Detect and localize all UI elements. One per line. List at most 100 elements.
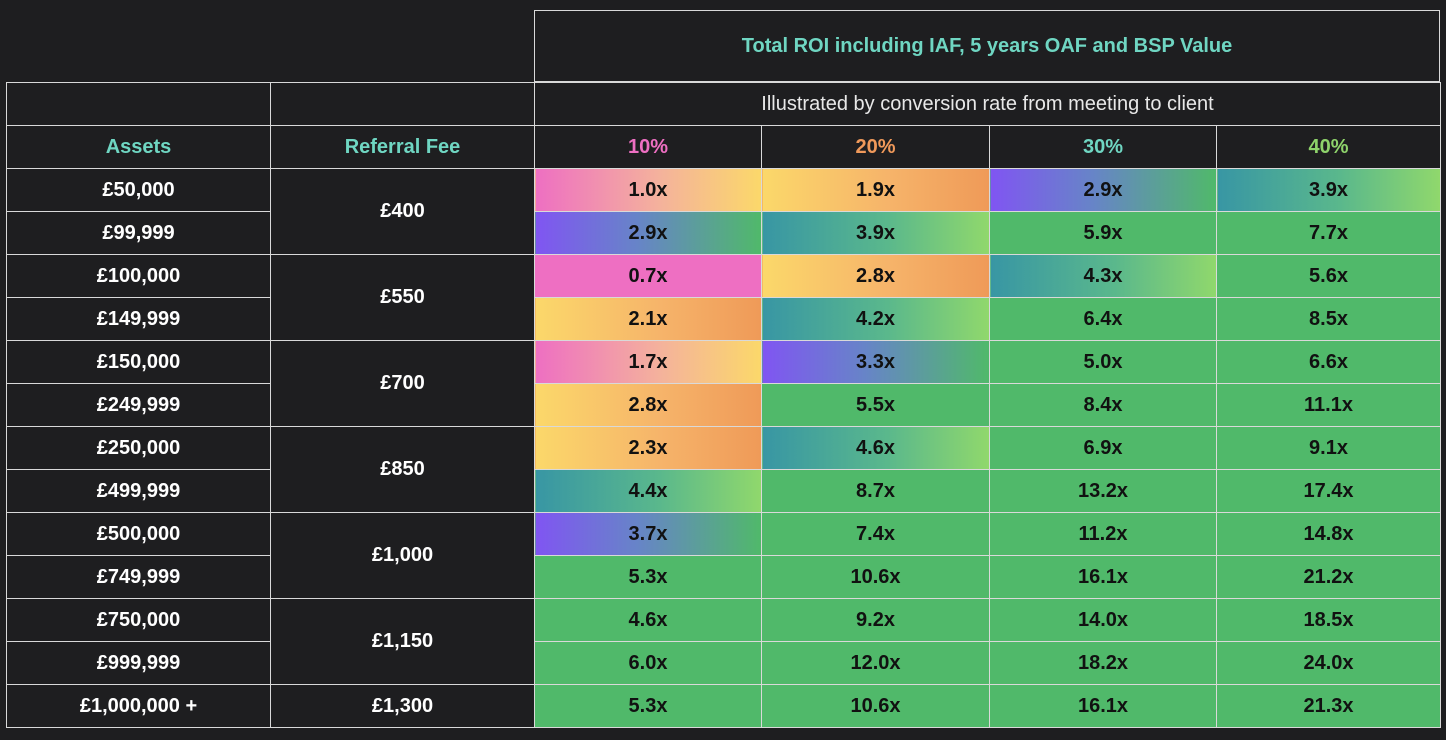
roi-value-cell: 3.7x (534, 512, 762, 556)
referral-fee-cell: £850 (270, 426, 535, 513)
table-row: £999,999 6.0x 12.0x 18.2x 24.0x (6, 641, 1441, 685)
roi-value-cell: 9.2x (761, 598, 990, 642)
roi-value-cell: 5.3x (534, 684, 762, 728)
asset-cell: £499,999 (6, 469, 271, 513)
referral-fee-cell: £400 (270, 168, 535, 255)
roi-value-cell: 5.3x (534, 555, 762, 599)
table-row: £249,999 2.8x 5.5x 8.4x 11.1x (6, 383, 1441, 427)
roi-value-cell: 18.5x (1216, 598, 1441, 642)
roi-value-cell: 4.4x (534, 469, 762, 513)
table-body: £50,000 £400 1.0x 1.9x 2.9x 3.9x £99,999 2.9x 3.… (6, 168, 1441, 728)
roi-value-cell: 4.6x (761, 426, 990, 470)
roi-value-cell: 6.9x (989, 426, 1217, 470)
roi-value-cell: 7.7x (1216, 211, 1441, 255)
roi-value-cell: 7.4x (761, 512, 990, 556)
roi-value-cell: 14.0x (989, 598, 1217, 642)
roi-value-cell: 24.0x (1216, 641, 1441, 685)
roi-value-cell: 12.0x (761, 641, 990, 685)
asset-cell: £249,999 (6, 383, 271, 427)
blank-cell (6, 82, 271, 126)
table-row: £499,999 4.4x 8.7x 13.2x 17.4x (6, 469, 1441, 513)
roi-value-cell: 0.7x (534, 254, 762, 298)
referral-fee-cell: £1,000 (270, 512, 535, 599)
roi-value-cell: 5.6x (1216, 254, 1441, 298)
asset-cell: £1,000,000 + (6, 684, 271, 728)
title-row: Total ROI including IAF, 5 years OAF and… (6, 10, 1440, 82)
table-row: £149,999 2.1x 4.2x 6.4x 8.5x (6, 297, 1441, 341)
referral-fee-cell: £550 (270, 254, 535, 341)
roi-value-cell: 11.2x (989, 512, 1217, 556)
roi-value-cell: 1.9x (761, 168, 990, 212)
roi-value-cell: 16.1x (989, 684, 1217, 728)
roi-value-cell: 8.7x (761, 469, 990, 513)
roi-table: Illustrated by conversion rate from meet… (6, 82, 1441, 728)
roi-value-cell: 13.2x (989, 469, 1217, 513)
rate-header-30: 30% (989, 125, 1217, 169)
table-subtitle: Illustrated by conversion rate from meet… (534, 82, 1441, 126)
roi-value-cell: 3.9x (761, 211, 990, 255)
referral-fee-header: Referral Fee (270, 125, 535, 169)
roi-value-cell: 5.0x (989, 340, 1217, 384)
asset-cell: £100,000 (6, 254, 271, 298)
referral-fee-cell: £1,300 (270, 684, 535, 728)
asset-cell: £99,999 (6, 211, 271, 255)
roi-value-cell: 21.2x (1216, 555, 1441, 599)
table-title: Total ROI including IAF, 5 years OAF and… (534, 10, 1440, 82)
roi-value-cell: 3.3x (761, 340, 990, 384)
table-row: £250,000 £850 2.3x 4.6x 6.9x 9.1x (6, 426, 1441, 513)
rate-header-20: 20% (761, 125, 990, 169)
roi-value-cell: 21.3x (1216, 684, 1441, 728)
roi-value-cell: 5.9x (989, 211, 1217, 255)
table-row: £50,000 £400 1.0x 1.9x 2.9x 3.9x (6, 168, 1441, 255)
roi-table-container: Total ROI including IAF, 5 years OAF and… (6, 10, 1441, 728)
rate-header-40: 40% (1216, 125, 1441, 169)
asset-cell: £250,000 (6, 426, 271, 470)
roi-value-cell: 3.9x (1216, 168, 1441, 212)
asset-cell: £50,000 (6, 168, 271, 212)
roi-value-cell: 1.7x (534, 340, 762, 384)
roi-value-cell: 4.2x (761, 297, 990, 341)
table-row: £99,999 2.9x 3.9x 5.9x 7.7x (6, 211, 1441, 255)
header-row: Assets Referral Fee 10% 20% 30% 40% (6, 125, 1441, 169)
table-row: £150,000 £700 1.7x 3.3x 5.0x 6.6x (6, 340, 1441, 427)
referral-fee-cell: £1,150 (270, 598, 535, 685)
asset-cell: £500,000 (6, 512, 271, 556)
roi-value-cell: 4.3x (989, 254, 1217, 298)
roi-value-cell: 11.1x (1216, 383, 1441, 427)
roi-value-cell: 14.8x (1216, 512, 1441, 556)
roi-value-cell: 5.5x (761, 383, 990, 427)
assets-header: Assets (6, 125, 271, 169)
roi-value-cell: 1.0x (534, 168, 762, 212)
roi-value-cell: 6.4x (989, 297, 1217, 341)
roi-value-cell: 2.8x (534, 383, 762, 427)
roi-value-cell: 16.1x (989, 555, 1217, 599)
roi-value-cell: 10.6x (761, 555, 990, 599)
roi-value-cell: 2.9x (989, 168, 1217, 212)
table-row: £750,000 £1,150 4.6x 9.2x 14.0x 18.5x (6, 598, 1441, 685)
rate-header-10: 10% (534, 125, 762, 169)
table-row: £500,000 £1,000 3.7x 7.4x 11.2x 14.8x (6, 512, 1441, 599)
roi-value-cell: 6.6x (1216, 340, 1441, 384)
roi-value-cell: 9.1x (1216, 426, 1441, 470)
asset-cell: £749,999 (6, 555, 271, 599)
referral-fee-cell: £700 (270, 340, 535, 427)
subtitle-row: Illustrated by conversion rate from meet… (6, 82, 1441, 126)
roi-value-cell: 6.0x (534, 641, 762, 685)
roi-value-cell: 10.6x (761, 684, 990, 728)
roi-value-cell: 2.8x (761, 254, 990, 298)
roi-value-cell: 2.1x (534, 297, 762, 341)
asset-cell: £999,999 (6, 641, 271, 685)
table-row: £1,000,000 + £1,300 5.3x 10.6x 16.1x 21.3x (6, 684, 1441, 728)
roi-value-cell: 18.2x (989, 641, 1217, 685)
roi-value-cell: 4.6x (534, 598, 762, 642)
asset-cell: £750,000 (6, 598, 271, 642)
roi-value-cell: 8.4x (989, 383, 1217, 427)
asset-cell: £150,000 (6, 340, 271, 384)
roi-value-cell: 17.4x (1216, 469, 1441, 513)
roi-value-cell: 8.5x (1216, 297, 1441, 341)
blank-cell (270, 82, 535, 126)
roi-value-cell: 2.3x (534, 426, 762, 470)
table-row: £749,999 5.3x 10.6x 16.1x 21.2x (6, 555, 1441, 599)
asset-cell: £149,999 (6, 297, 271, 341)
roi-value-cell: 2.9x (534, 211, 762, 255)
